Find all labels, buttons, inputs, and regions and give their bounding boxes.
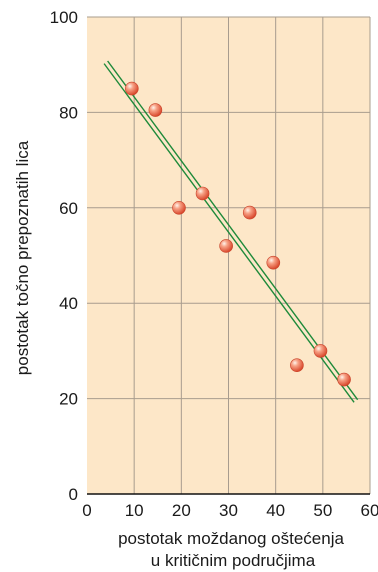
- tick-labels: 0 10 20 30 40 50 60 0 20 40 60 80 100: [50, 8, 378, 520]
- x-tick-label-50: 50: [313, 501, 332, 520]
- trend-line-stroke-1: [103, 63, 355, 403]
- data-point-1: [125, 81, 139, 96]
- y-tick-label-60: 60: [59, 199, 78, 218]
- x-tick-label-20: 20: [172, 501, 191, 520]
- data-point-3: [172, 201, 186, 215]
- trend-line-stroke-2: [107, 60, 359, 401]
- x-tick-label-40: 40: [266, 501, 285, 520]
- x-axis-title-line-1: postotak moždanog oštećenja: [118, 529, 344, 548]
- data-points: [125, 81, 351, 387]
- y-tick-label-40: 40: [59, 294, 78, 313]
- y-tick-label-100: 100: [50, 8, 78, 27]
- data-point-10: [337, 372, 351, 387]
- x-tick-label-30: 30: [219, 501, 238, 520]
- data-point-5: [219, 239, 233, 253]
- axis-titles: postotak moždanog oštećenja u kritičnim …: [13, 140, 344, 570]
- data-point-6: [242, 205, 257, 220]
- data-point-4: [195, 186, 210, 201]
- data-point-8: [290, 358, 304, 373]
- y-tick-label-20: 20: [59, 390, 78, 409]
- trend-line: [103, 60, 359, 403]
- data-point-2: [148, 103, 163, 117]
- y-tick-label-80: 80: [59, 103, 78, 122]
- x-tick-label-0: 0: [82, 501, 91, 520]
- grid: [87, 16, 371, 494]
- x-tick-label-10: 10: [125, 501, 144, 520]
- y-axis-title: postotak točno prepoznatih lica: [13, 140, 32, 375]
- data-point-9: [313, 344, 328, 358]
- y-tick-label-0: 0: [69, 485, 78, 504]
- x-tick-label-60: 60: [361, 501, 378, 520]
- x-axis-title-line-2: u kritičnim područjima: [151, 551, 316, 570]
- data-point-7: [266, 255, 281, 270]
